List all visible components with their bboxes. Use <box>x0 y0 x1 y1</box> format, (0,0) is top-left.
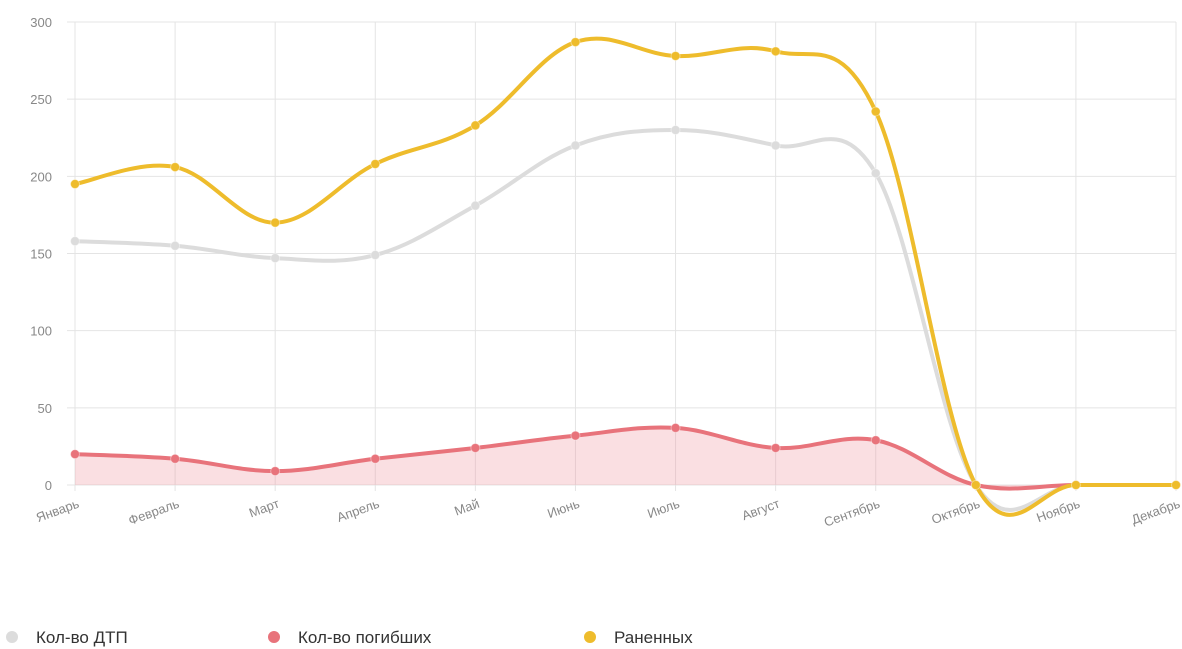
y-tick-label: 0 <box>45 478 52 493</box>
y-tick-label: 100 <box>30 324 52 339</box>
point <box>570 430 581 441</box>
point <box>770 140 781 151</box>
point <box>270 253 281 264</box>
x-tick-label: Март <box>247 496 281 521</box>
point <box>470 442 481 453</box>
point <box>370 158 381 169</box>
point <box>970 480 981 490</box>
point <box>270 217 281 228</box>
point <box>470 200 481 211</box>
point <box>370 250 381 261</box>
point <box>870 435 881 446</box>
x-tick-label: Июль <box>645 496 682 522</box>
legend-marker <box>268 631 280 643</box>
point <box>70 236 80 247</box>
point <box>770 442 781 453</box>
point <box>370 453 381 464</box>
point <box>870 106 881 117</box>
x-tick-label: Февраль <box>126 496 181 528</box>
point <box>70 179 80 190</box>
lines <box>70 36 1181 517</box>
grid <box>67 21 1177 491</box>
x-tick-label: Январь <box>34 496 81 525</box>
point <box>1171 480 1181 490</box>
point <box>170 453 181 464</box>
point <box>670 125 681 136</box>
x-tick-label: Июнь <box>545 496 581 521</box>
x-tick-label: Октябрь <box>929 496 982 527</box>
point <box>470 120 481 131</box>
legend-label: Раненных <box>614 628 693 647</box>
y-tick-label: 200 <box>30 169 52 184</box>
line <box>74 425 1176 491</box>
x-tick-label: Сентябрь <box>822 496 882 530</box>
point <box>670 50 681 61</box>
legend-marker <box>6 631 18 643</box>
point <box>570 37 581 48</box>
legend-marker <box>584 631 596 643</box>
point <box>670 422 681 433</box>
legend-label: Кол-во погибших <box>298 628 432 647</box>
y-tick-label: 50 <box>38 401 52 416</box>
point <box>170 162 181 173</box>
y-tick-label: 150 <box>30 247 52 262</box>
y-tick-label: 250 <box>30 92 52 107</box>
point <box>70 449 80 460</box>
x-tick-label: Август <box>740 496 782 523</box>
point <box>270 466 281 477</box>
y-tick-label: 300 <box>30 15 52 30</box>
legend: Кол-во ДТП Кол-во погибших Раненных <box>6 628 693 647</box>
x-tick-label: Декабрь <box>1129 496 1182 528</box>
area <box>75 427 1176 489</box>
x-tick-label: Май <box>452 496 481 519</box>
point <box>870 168 881 179</box>
x-tick-label: Апрель <box>335 496 382 525</box>
point <box>170 240 181 251</box>
point <box>770 46 781 57</box>
point <box>1070 480 1081 490</box>
legend-label: Кол-во ДТП <box>36 628 128 647</box>
point <box>570 140 581 151</box>
